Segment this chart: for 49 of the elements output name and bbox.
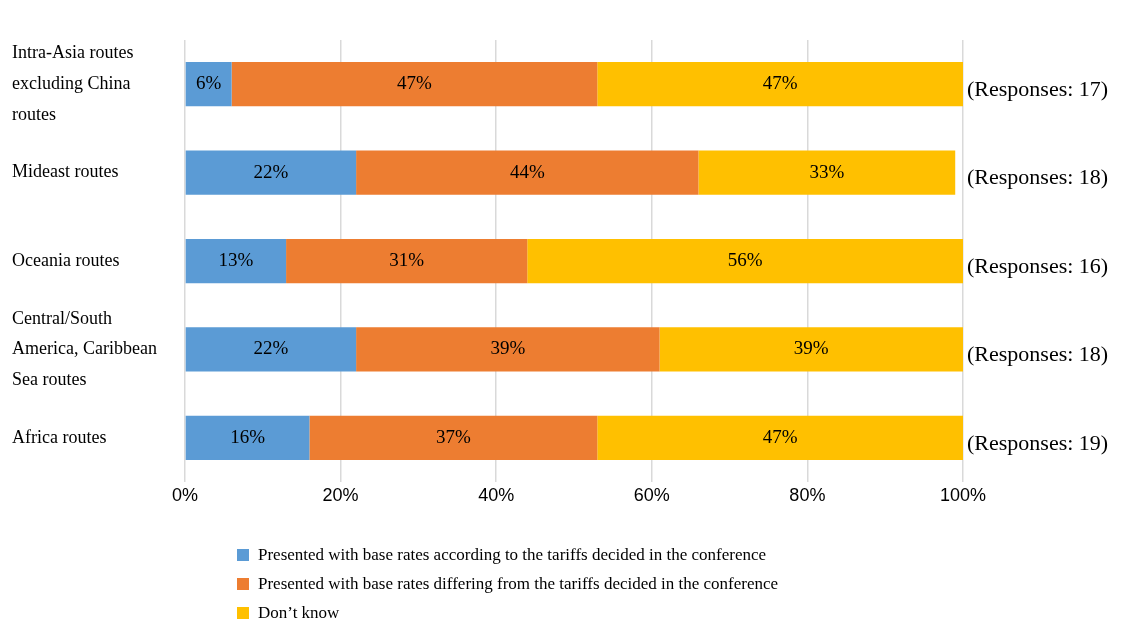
bar: [185, 327, 357, 372]
x-tick-label: 60%: [633, 484, 670, 505]
data-label: 13%: [218, 249, 254, 271]
legend-label: Presented with base rates according to the tariffs decided in the conference: [258, 544, 767, 566]
bar: [231, 62, 598, 107]
data-label: 39%: [793, 337, 829, 359]
data-label: 47%: [762, 72, 798, 94]
text: (Responses: 19): [967, 429, 1109, 455]
bar: [597, 62, 963, 107]
data-label: 37%: [435, 425, 471, 447]
data-label: 44%: [509, 160, 545, 182]
legend-label: Don’t know: [258, 602, 340, 619]
data-label: 22%: [253, 160, 289, 182]
data-label: 22%: [253, 337, 289, 359]
bar: [185, 150, 357, 195]
data-label: 16%: [230, 425, 266, 447]
bar: [286, 238, 528, 284]
x-tick-label: 20%: [322, 484, 359, 505]
text: (Responses: 17): [967, 75, 1109, 101]
bar: [185, 62, 232, 107]
bar: [309, 415, 598, 460]
bar: [356, 150, 699, 195]
y-tick-label: Africa routes: [12, 426, 107, 447]
bar: [356, 327, 660, 372]
text: (Responses: 18): [967, 341, 1109, 367]
data-label: 39%: [490, 337, 526, 359]
bar: [185, 415, 310, 460]
x-tick-label: 80%: [789, 484, 826, 505]
data-label: 47%: [397, 72, 433, 94]
bar: [698, 150, 956, 195]
text: (Responses: 16): [967, 252, 1109, 278]
data-label: 6%: [195, 72, 222, 94]
legend-label: Presented with base rates differing from the tariffs decided in the conference: [258, 573, 779, 595]
bar: [185, 238, 287, 284]
data-label: 56%: [727, 249, 763, 271]
x-tick-label: 0%: [171, 484, 198, 505]
x-tick-label: 100%: [939, 484, 987, 505]
data-label: 31%: [389, 249, 425, 271]
text: (Responses: 18): [967, 164, 1109, 190]
x-tick-label: 40%: [478, 484, 515, 505]
bar: [597, 415, 963, 460]
y-tick-label: Mideast routes: [12, 161, 119, 182]
y-tick-label: Oceania routes: [12, 249, 120, 270]
y-tick-label: Intra-Asia routes excluding China routes: [12, 42, 134, 124]
data-label: 47%: [762, 425, 798, 447]
data-label: 33%: [809, 160, 845, 182]
bar: [659, 327, 963, 372]
bar: [527, 238, 963, 284]
y-tick-label: Central/South America, Caribbean Sea routes: [12, 307, 157, 389]
